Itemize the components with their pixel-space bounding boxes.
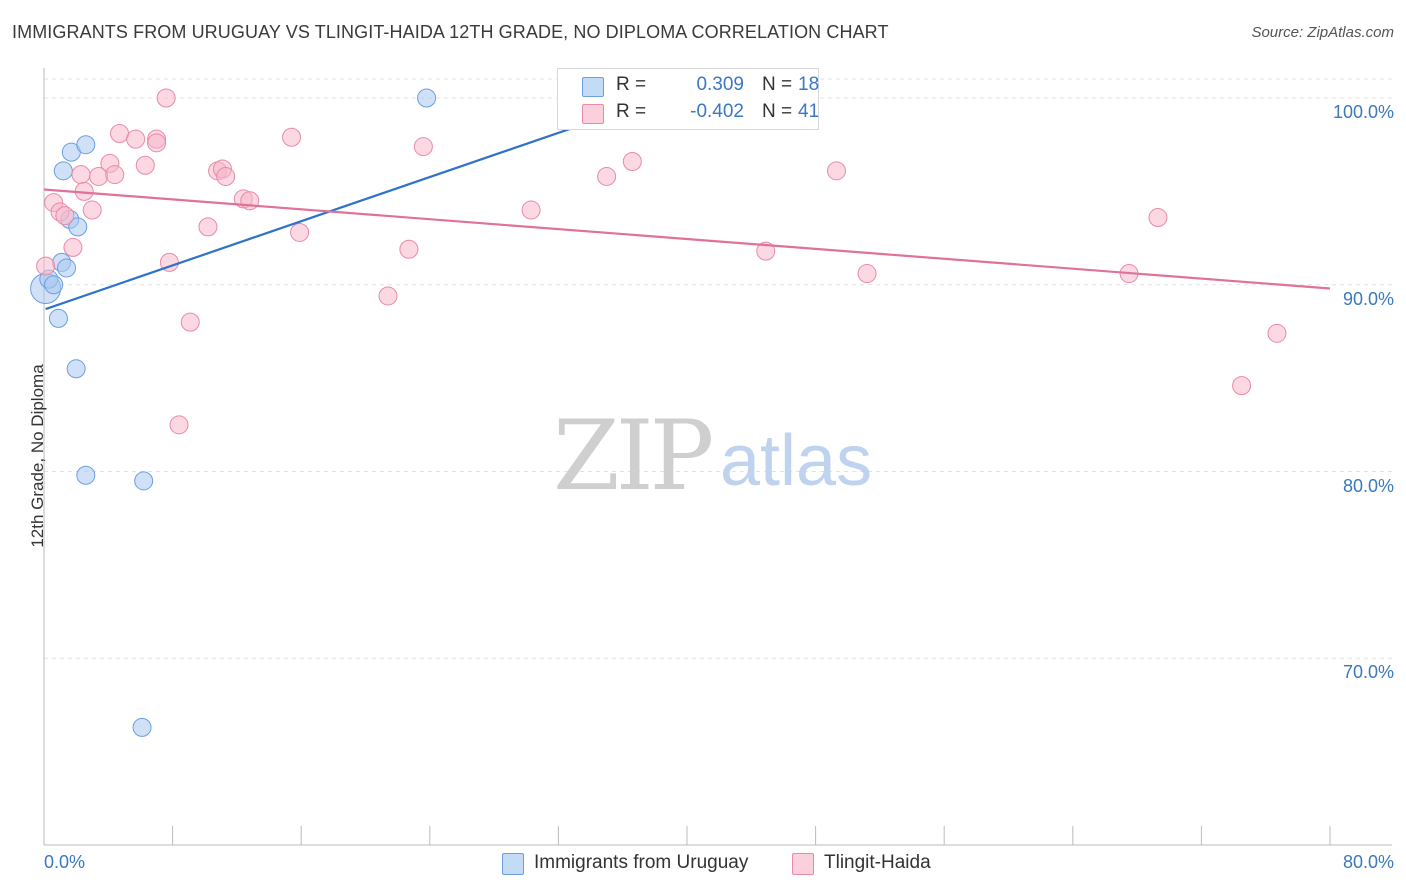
data-point [105,165,125,185]
data-point [521,200,541,220]
data-point [417,88,437,108]
data-point [147,133,167,153]
data-point [71,165,91,185]
legend-r-label: R = [616,101,647,122]
axes [43,68,1392,846]
legend-swatch-uruguay [582,77,604,97]
x-tick-label-max: 80.0% [1342,852,1394,872]
series-legend: Immigrants from Uruguay Tlingit-Haida [0,850,1406,880]
data-point [198,217,218,237]
legend-swatch-tlingit [582,104,604,124]
data-point [76,465,96,485]
correlation-legend: R = 0.309 N = 18 R = -0.402 N = 41 [557,68,819,130]
x-tick-label-min: 0.0% [44,852,86,872]
legend-n-label: N = [762,74,793,95]
data-point [132,717,152,737]
chart-title: IMMIGRANTS FROM URUGUAY VS TLINGIT-HAIDA… [12,22,889,42]
data-point [240,191,260,211]
data-point [1267,323,1287,343]
data-point [1148,208,1168,228]
y-tick-label: 90.0% [1342,288,1394,309]
data-point [597,166,617,186]
data-point [399,239,419,259]
watermark-atlas: atlas [720,421,873,501]
data-point [82,200,102,220]
data-point [68,217,88,237]
legend-label-tlingit: Tlingit-Haida [824,852,931,873]
legend-r-value-tlingit: -0.402 [690,101,744,122]
y-tick-label: 80.0% [1342,475,1394,496]
data-point [282,127,302,147]
data-point [180,312,200,332]
legend-r-label: R = [616,74,647,95]
legend-swatch-tlingit [792,853,814,875]
data-point [63,237,83,257]
data-point [55,206,75,226]
data-point [36,256,56,276]
data-point [857,264,877,284]
data-point [57,258,77,278]
data-point [290,222,310,242]
series-uruguay-points [30,88,621,737]
watermark-zip: ZIP [553,400,714,512]
data-point [413,137,433,157]
data-point [110,123,130,143]
data-point [66,359,86,379]
y-tick-label: 100.0% [1332,102,1394,122]
data-point [826,161,846,181]
data-point [44,275,64,295]
data-point [216,166,236,186]
trend-line-tlingit [43,188,1331,290]
legend-n-label: N = [762,101,793,122]
data-point [48,308,68,328]
data-point [76,135,96,155]
legend-label-uruguay: Immigrants from Uruguay [534,852,749,873]
legend-r-value-uruguay: 0.309 [696,74,744,95]
gridlines [44,78,1392,659]
y-axis-label: 12th Grade, No Diploma [28,364,47,548]
y-tick-label: 70.0% [1342,662,1394,683]
data-point [622,152,642,172]
data-point [1232,376,1252,396]
data-point [378,286,398,306]
legend-n-value-tlingit: 41 [798,101,820,122]
data-point [135,155,155,175]
data-point [53,161,73,181]
data-point [126,129,146,149]
legend-n-value-uruguay: 18 [798,74,820,95]
data-point [134,471,154,491]
source-credit: Source: ZipAtlas.com [1251,24,1394,41]
data-point [156,88,176,108]
legend-swatch-uruguay [502,853,524,875]
data-point [169,415,189,435]
series-tlingit-points [36,88,1287,435]
data-point [756,241,776,261]
